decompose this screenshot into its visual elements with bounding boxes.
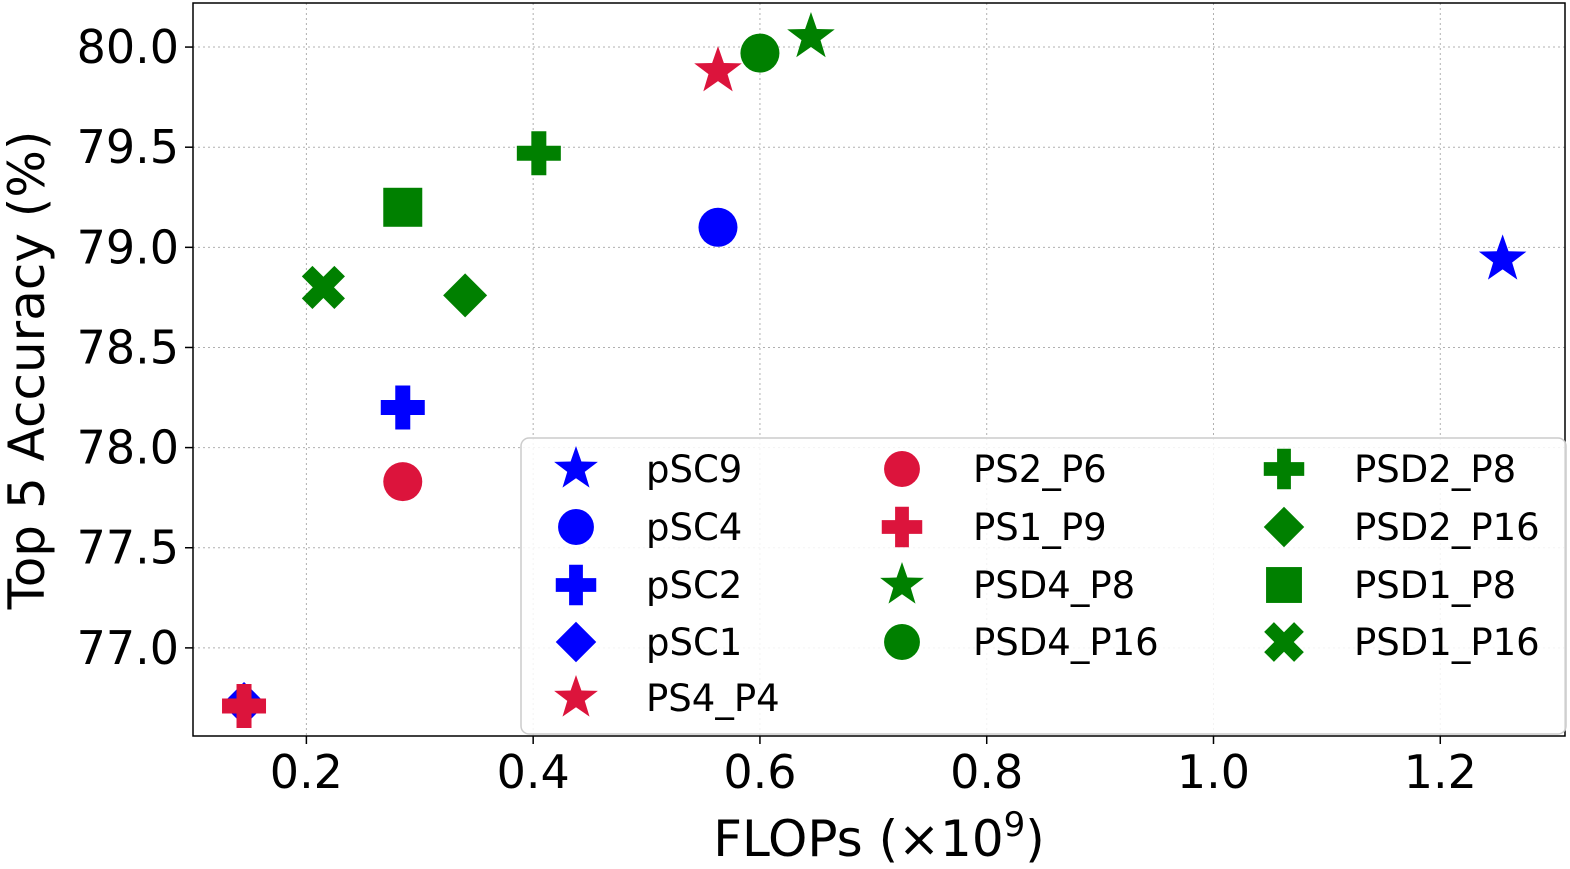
marker-ps4-p4 bbox=[694, 46, 742, 92]
marker-psc9 bbox=[1478, 234, 1527, 280]
legend-marker-ps4-p4 bbox=[554, 675, 598, 717]
legend-label-psd1-p16: PSD1_P16 bbox=[1354, 621, 1540, 664]
x-axis-ticks: 0.2 0.4 0.6 0.8 1.0 1.2 bbox=[270, 736, 1477, 799]
legend-marker-psd1-p16 bbox=[1264, 622, 1304, 662]
legend-marker-psd4-p16 bbox=[884, 624, 920, 660]
marker-psd2-p16 bbox=[443, 273, 488, 318]
marker-ps1-p9 bbox=[222, 683, 267, 728]
legend-label-psc9: pSC9 bbox=[646, 448, 742, 491]
x-axis-title-text: FLOPs (×10 bbox=[713, 810, 1003, 868]
x-tick-label: 0.2 bbox=[270, 745, 343, 799]
y-tick-label: 80.0 bbox=[77, 20, 179, 74]
marker-psc2 bbox=[380, 385, 425, 430]
x-tick-label: 1.0 bbox=[1177, 745, 1250, 799]
legend-marker-psc9 bbox=[554, 446, 598, 488]
marker-psd4-p16 bbox=[740, 33, 780, 73]
legend-label-psd4-p16: PSD4_P16 bbox=[973, 621, 1159, 664]
data-markers bbox=[222, 12, 1527, 728]
legend-marker-ps1-p9 bbox=[881, 506, 923, 548]
marker-psc4 bbox=[698, 207, 738, 247]
legend-label-psd1-p8: PSD1_P8 bbox=[1354, 564, 1516, 607]
x-axis-title-close: ) bbox=[1025, 810, 1045, 868]
y-axis-title: Top 5 Accuracy (%) bbox=[0, 131, 56, 611]
x-axis-title-exponent: 9 bbox=[1004, 805, 1026, 845]
x-tick-label: 0.8 bbox=[950, 745, 1023, 799]
y-tick-label: 79.0 bbox=[77, 220, 179, 274]
y-tick-label: 78.5 bbox=[77, 320, 179, 374]
legend-label-psd4-p8: PSD4_P8 bbox=[973, 564, 1135, 607]
legend-marker-psc4 bbox=[558, 509, 594, 545]
y-tick-label: 77.5 bbox=[77, 521, 179, 575]
legend-label-psd2-p8: PSD2_P8 bbox=[1354, 448, 1516, 491]
x-tick-label: 0.6 bbox=[723, 745, 796, 799]
y-axis-ticks: 77.0 77.5 78.0 78.5 79.0 79.5 80.0 bbox=[77, 20, 193, 675]
legend-marker-ps2-p6 bbox=[884, 451, 920, 487]
legend-label-ps4-p4: PS4_P4 bbox=[646, 677, 780, 720]
marker-psd4-p8 bbox=[787, 12, 835, 58]
legend-label-psc1: pSC1 bbox=[646, 621, 742, 664]
legend-marker-psc1 bbox=[555, 621, 597, 663]
plot-frame bbox=[192, 2, 1566, 737]
marker-psd1-p8 bbox=[383, 187, 423, 227]
marker-psd1-p16 bbox=[301, 265, 345, 309]
marker-psd2-p8 bbox=[516, 131, 561, 176]
y-tick-label: 78.0 bbox=[77, 421, 179, 475]
x-tick-label: 0.4 bbox=[497, 745, 570, 799]
legend-label-ps1-p9: PS1_P9 bbox=[973, 506, 1107, 549]
y-tick-label: 79.5 bbox=[77, 120, 179, 174]
legend-label-psc4: pSC4 bbox=[646, 506, 742, 549]
legend-marker-psd1-p8 bbox=[1266, 567, 1302, 603]
legend: pSC9 pSC4 pSC2 pSC1 PS4_P4 PS2_P6 PS1_P9 PSD4_P… bbox=[520, 437, 1567, 735]
legend-marker-psc2 bbox=[555, 564, 597, 606]
y-tick-label: 77.0 bbox=[77, 621, 179, 675]
legend-marker-psd4-p8 bbox=[880, 562, 924, 604]
marker-ps2-p6 bbox=[383, 462, 423, 502]
x-axis-title: FLOPs (×109) bbox=[713, 805, 1045, 868]
legend-label-ps2-p6: PS2_P6 bbox=[973, 448, 1107, 491]
legend-label-psd2-p16: PSD2_P16 bbox=[1354, 506, 1540, 549]
legend-label-psc2: pSC2 bbox=[646, 564, 742, 607]
x-tick-label: 1.2 bbox=[1404, 745, 1477, 799]
legend-marker-psd2-p16 bbox=[1263, 506, 1305, 548]
legend-box bbox=[520, 437, 1567, 735]
legend-marker-psd2-p8 bbox=[1263, 448, 1305, 490]
